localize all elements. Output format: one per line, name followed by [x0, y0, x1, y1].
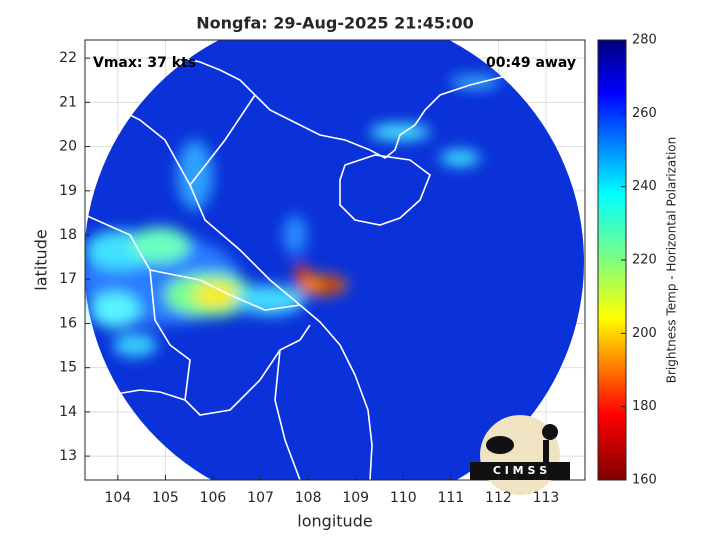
colorbar-tick-label: 240: [632, 179, 657, 194]
x-tick-label: 113: [533, 490, 560, 506]
plot-frame: [84, 39, 586, 481]
y-tick-label: 15: [59, 360, 77, 376]
y-tick-label: 17: [59, 271, 77, 287]
colorbar-label: Brightness Temp - Horizontal Polarizatio…: [665, 137, 679, 384]
colorbar-tick-label: 160: [632, 473, 657, 488]
y-tick-label: 18: [59, 227, 77, 243]
y-tick-label: 20: [59, 139, 77, 155]
colorbar-tick-label: 280: [632, 33, 657, 48]
coastlines: [85, 41, 576, 480]
swath: [85, 40, 584, 480]
x-tick-label: 109: [342, 490, 369, 506]
x-tick-label: 104: [104, 490, 131, 506]
x-tick-label: 110: [390, 490, 417, 506]
logo-text: C I M S S: [493, 464, 547, 477]
x-tick-label: 107: [247, 490, 274, 506]
y-tick-label: 22: [59, 50, 77, 66]
y-tick-label: 16: [59, 315, 77, 331]
time-away: 00:49 away: [486, 55, 576, 71]
x-tick-label: 111: [437, 490, 464, 506]
x-tick-label: 108: [295, 490, 322, 506]
colorbar-tick-label: 220: [632, 253, 657, 268]
title: Nongfa: 29-Aug-2025 21:45:00: [196, 14, 473, 33]
y-tick-label: 21: [59, 94, 77, 110]
colorbar-tick-label: 260: [632, 106, 657, 121]
x-axis-label: longitude: [297, 512, 372, 531]
imagery: [85, 40, 584, 480]
x-tick-label: 105: [152, 490, 179, 506]
y-tick-label: 14: [59, 404, 77, 420]
logo: C I M S S: [470, 415, 570, 495]
y-tick-label: 19: [59, 183, 77, 199]
cloud-features: [85, 76, 500, 357]
y-axis-label: latitude: [32, 229, 51, 290]
x-tick-label: 112: [485, 490, 512, 506]
colorbar-tick-label: 200: [632, 326, 657, 341]
colorbar-tick-label: 180: [632, 399, 657, 414]
x-tick-label: 106: [200, 490, 227, 506]
y-tick-label: 13: [59, 448, 77, 464]
vmax: Vmax: 37 kts: [93, 55, 196, 71]
